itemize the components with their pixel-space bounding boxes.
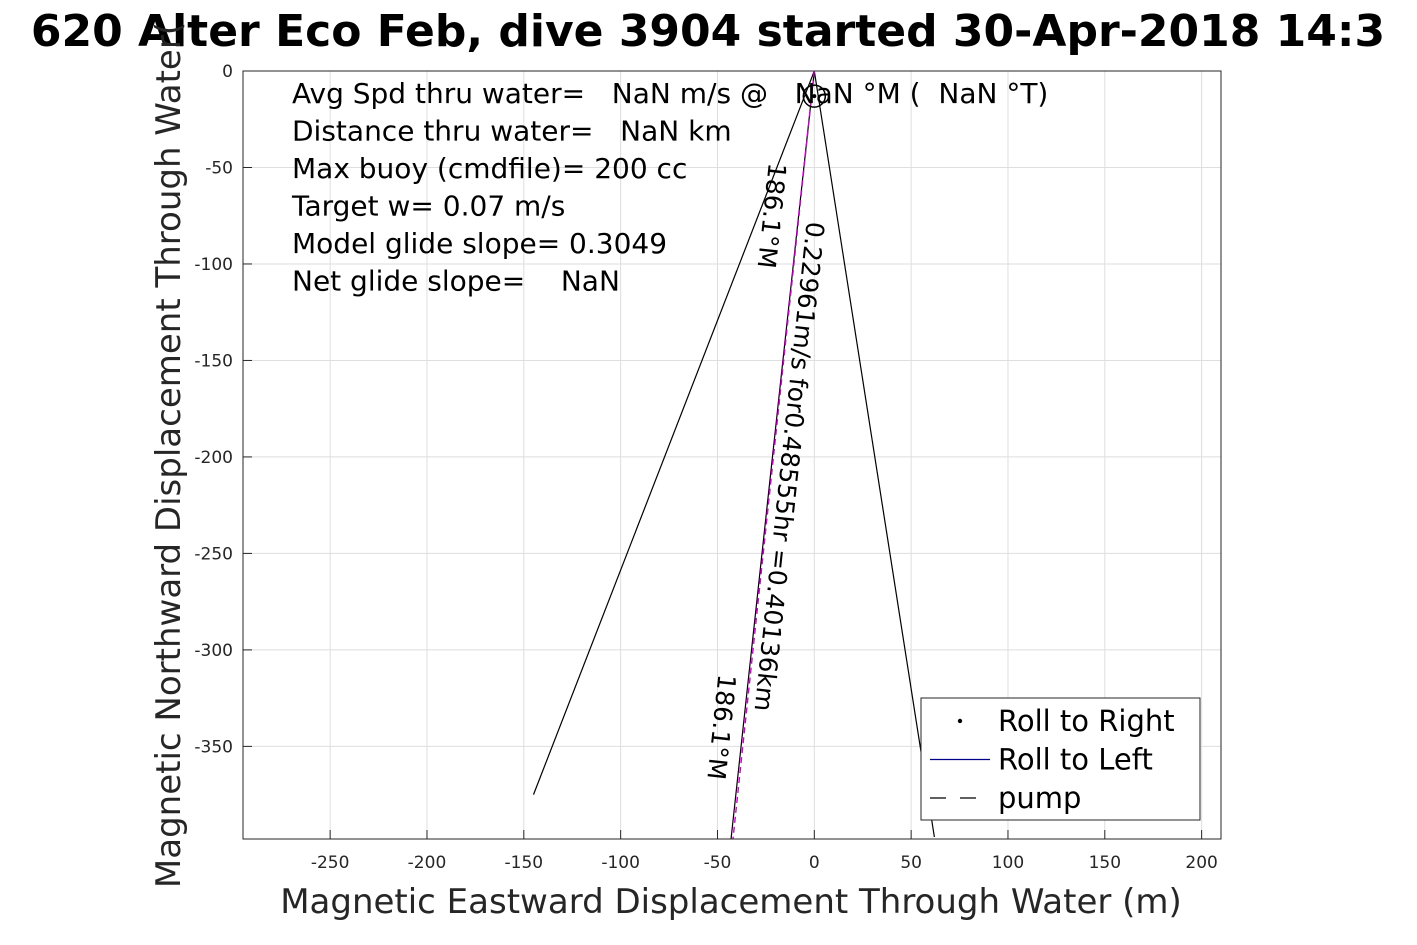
info-line: Target w= 0.07 m/s — [291, 190, 565, 223]
start-dot-marker — [812, 94, 817, 99]
y-tick-label: -50 — [205, 158, 233, 178]
vector-label: 0.22961m/s for0.48555hr =0.40136km — [749, 220, 830, 712]
vector-label: 186.1°M — [701, 673, 741, 781]
info-line: Max buoy (cmdfile)= 200 cc — [292, 152, 687, 185]
vector-labels: 0.22961m/s for0.48555hr =0.40136km186.1°… — [701, 162, 829, 781]
y-tick-label: 0 — [222, 62, 233, 82]
model-velocity-vector — [732, 70, 816, 840]
track-line — [532, 70, 815, 795]
x-axis-label: Magnetic Eastward Displacement Through W… — [280, 882, 1182, 922]
legend-label: Roll to Right — [998, 704, 1175, 738]
y-tick-label: -200 — [194, 448, 233, 468]
x-tick-label: 50 — [900, 853, 922, 873]
info-line: Model glide slope= 0.3049 — [292, 227, 667, 260]
info-text-block: Avg Spd thru water= NaN m/s @ NaN °M ( N… — [291, 77, 1048, 298]
chart-title: 620 Alter Eco Feb, dive 3904 started 30-… — [31, 6, 1385, 57]
legend-label: pump — [998, 781, 1081, 815]
info-line: Avg Spd thru water= NaN m/s @ NaN °M ( N… — [292, 77, 1048, 110]
y-tick-label: -150 — [194, 351, 233, 371]
velocity-vector — [730, 70, 815, 840]
x-tick-label: -150 — [505, 853, 544, 873]
start-circle-marker — [802, 84, 827, 108]
x-tick-label: -50 — [704, 853, 732, 873]
velocity-vectors — [730, 70, 816, 840]
x-tick-label: -250 — [311, 853, 350, 873]
info-line: Net glide slope= NaN — [292, 265, 620, 298]
track-lines — [532, 70, 935, 838]
x-axis-ticks: -250 -200 -150 -100 -50 0 50 100 150 200 — [311, 830, 1218, 873]
x-tick-label: -100 — [601, 853, 640, 873]
legend-swatch-dot — [957, 718, 963, 724]
vector-label: 186.1°M — [752, 162, 792, 270]
y-tick-label: -100 — [194, 255, 233, 275]
info-line: Distance thru water= NaN km — [292, 115, 732, 148]
y-axis-ticks: 0 -50 -100 -150 -200 -250 -300 -350 — [194, 62, 252, 757]
x-tick-label: 200 — [1185, 853, 1217, 873]
markers — [802, 84, 827, 108]
x-tick-label: 0 — [809, 853, 820, 873]
y-tick-label: -300 — [194, 641, 233, 661]
plot-area-frame — [242, 70, 1222, 840]
x-tick-label: 150 — [1089, 853, 1121, 873]
track-line — [813, 70, 935, 838]
y-axis-label: Magnetic Northward Displacement Through … — [149, 22, 189, 888]
legend-label: Roll to Left — [998, 743, 1153, 777]
y-tick-label: -350 — [194, 737, 233, 757]
x-tick-label: 100 — [992, 853, 1024, 873]
x-tick-label: -200 — [408, 853, 447, 873]
y-tick-label: -250 — [194, 544, 233, 564]
legend: Roll to Right Roll to Left pump — [920, 697, 1201, 821]
